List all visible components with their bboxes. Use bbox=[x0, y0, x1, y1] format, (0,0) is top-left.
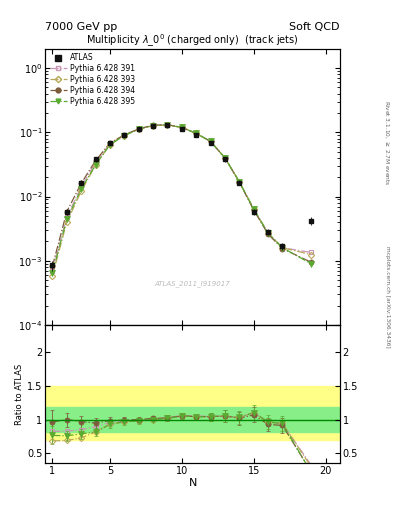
Text: Rivet 3.1.10, $\geq$ 2.7M events: Rivet 3.1.10, $\geq$ 2.7M events bbox=[383, 100, 391, 186]
X-axis label: N: N bbox=[188, 478, 197, 487]
Text: Soft QCD: Soft QCD bbox=[290, 22, 340, 32]
Bar bbox=[45, 386, 340, 440]
Bar bbox=[45, 408, 340, 432]
Y-axis label: Ratio to ATLAS: Ratio to ATLAS bbox=[15, 364, 24, 425]
Title: Multiplicity $\lambda\_0^0$ (charged only)  (track jets): Multiplicity $\lambda\_0^0$ (charged onl… bbox=[86, 32, 299, 49]
Text: ATLAS_2011_I919017: ATLAS_2011_I919017 bbox=[155, 280, 230, 287]
Legend: ATLAS, Pythia 6.428 391, Pythia 6.428 393, Pythia 6.428 394, Pythia 6.428 395: ATLAS, Pythia 6.428 391, Pythia 6.428 39… bbox=[48, 51, 137, 108]
Text: mcplots.cern.ch [arXiv:1306.3436]: mcplots.cern.ch [arXiv:1306.3436] bbox=[385, 246, 389, 348]
Text: 7000 GeV pp: 7000 GeV pp bbox=[45, 22, 118, 32]
